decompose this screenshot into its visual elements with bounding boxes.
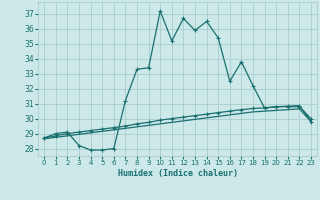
X-axis label: Humidex (Indice chaleur): Humidex (Indice chaleur) — [118, 169, 238, 178]
